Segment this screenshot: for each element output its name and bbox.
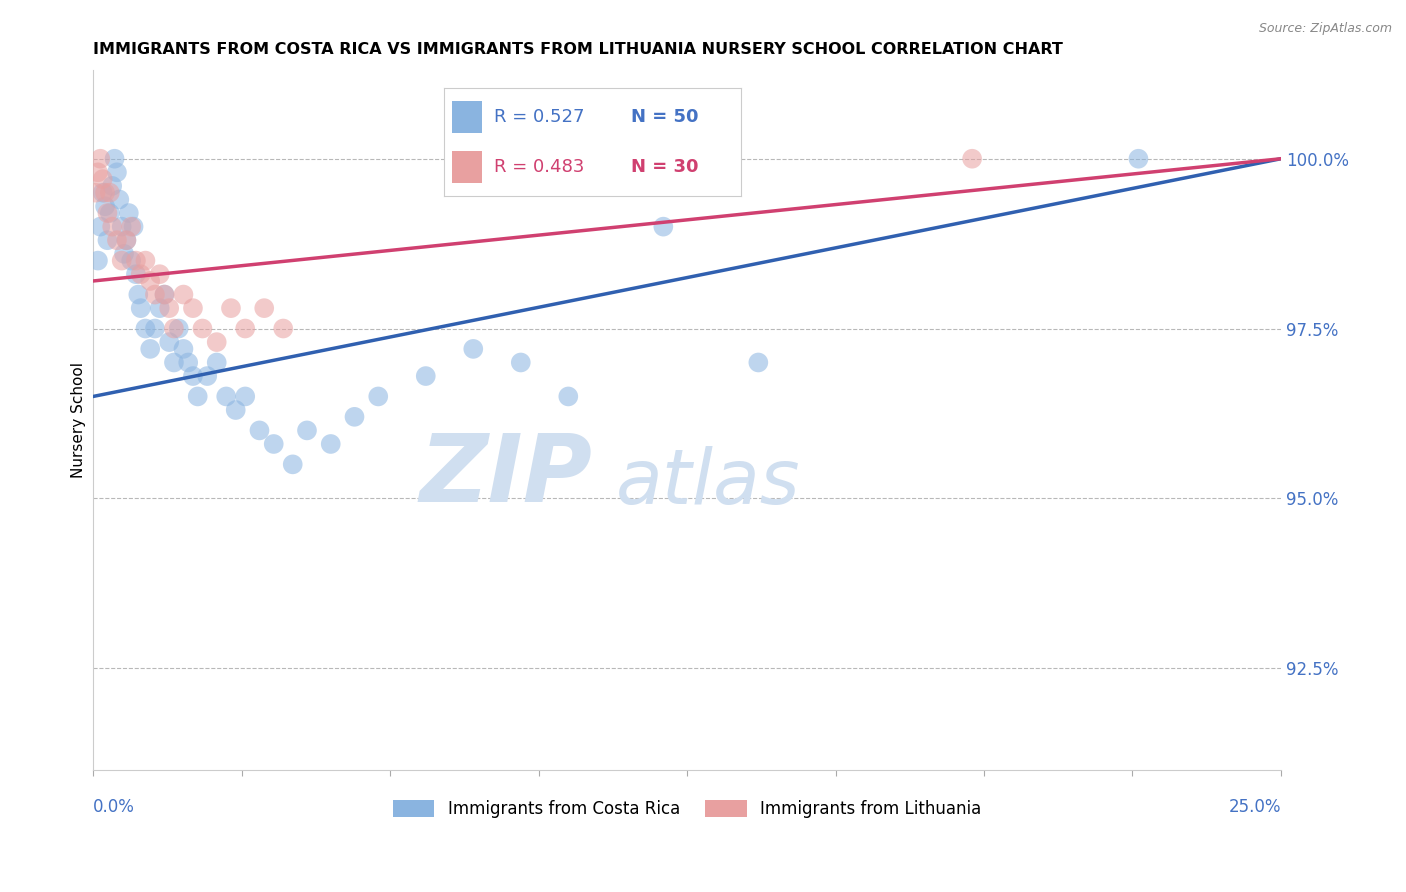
Point [219,301,242,315]
Point [157,301,180,315]
Point [153,287,176,301]
Point [143,287,166,301]
Point [111,253,134,268]
Point [172,342,194,356]
Point [747,355,769,369]
Point [122,219,145,234]
Point [139,274,162,288]
Point [177,355,200,369]
Point [125,267,148,281]
Point [181,369,204,384]
Text: atlas: atlas [616,446,800,520]
Point [149,267,172,281]
Point [149,301,172,315]
Point [172,287,194,301]
Text: Source: ZipAtlas.com: Source: ZipAtlas.com [1258,22,1392,36]
Point [96,233,118,247]
Point [129,301,152,315]
Point [94,186,117,200]
Point [89,152,111,166]
Point [181,301,204,315]
Point [509,355,531,369]
Point [120,253,142,268]
Point [129,267,152,281]
Point [153,287,176,301]
Point [295,424,318,438]
Point [108,193,131,207]
Legend: Immigrants from Costa Rica, Immigrants from Lithuania: Immigrants from Costa Rica, Immigrants f… [387,793,988,824]
Point [139,342,162,356]
Point [134,253,156,268]
Text: ZIP: ZIP [419,430,592,522]
Text: 25.0%: 25.0% [1229,798,1281,816]
Point [557,389,579,403]
Point [87,253,110,268]
Point [105,165,128,179]
Point [205,335,228,350]
Point [167,321,190,335]
Point [163,321,186,335]
Point [134,321,156,335]
Point [143,321,166,335]
Point [163,355,186,369]
Point [105,233,128,247]
Point [319,437,342,451]
Point [125,253,148,268]
Point [115,233,138,247]
Point [225,403,247,417]
Point [960,152,983,166]
Point [249,424,271,438]
Point [271,321,294,335]
Point [263,437,285,451]
Point [233,389,256,403]
Point [652,219,675,234]
Point [157,335,180,350]
Point [94,199,117,213]
Point [1128,152,1150,166]
Text: 0.0%: 0.0% [93,798,135,816]
Point [118,206,141,220]
Point [91,186,114,200]
Point [120,219,142,234]
Y-axis label: Nursery School: Nursery School [72,362,86,478]
Point [101,178,124,193]
Point [463,342,485,356]
Point [98,186,121,200]
Point [191,321,214,335]
Point [215,389,238,403]
Point [101,219,124,234]
Point [87,165,110,179]
Point [281,458,304,472]
Point [98,206,121,220]
Point [233,321,256,335]
Point [367,389,389,403]
Point [195,369,218,384]
Point [91,172,114,186]
Point [96,206,118,220]
Point [415,369,437,384]
Point [205,355,228,369]
Point [343,409,366,424]
Point [127,287,149,301]
Point [253,301,276,315]
Point [89,219,111,234]
Text: IMMIGRANTS FROM COSTA RICA VS IMMIGRANTS FROM LITHUANIA NURSERY SCHOOL CORRELATI: IMMIGRANTS FROM COSTA RICA VS IMMIGRANTS… [93,42,1063,57]
Point [103,152,125,166]
Point [84,186,107,200]
Point [187,389,209,403]
Point [111,219,134,234]
Point [112,247,135,261]
Point [115,233,138,247]
